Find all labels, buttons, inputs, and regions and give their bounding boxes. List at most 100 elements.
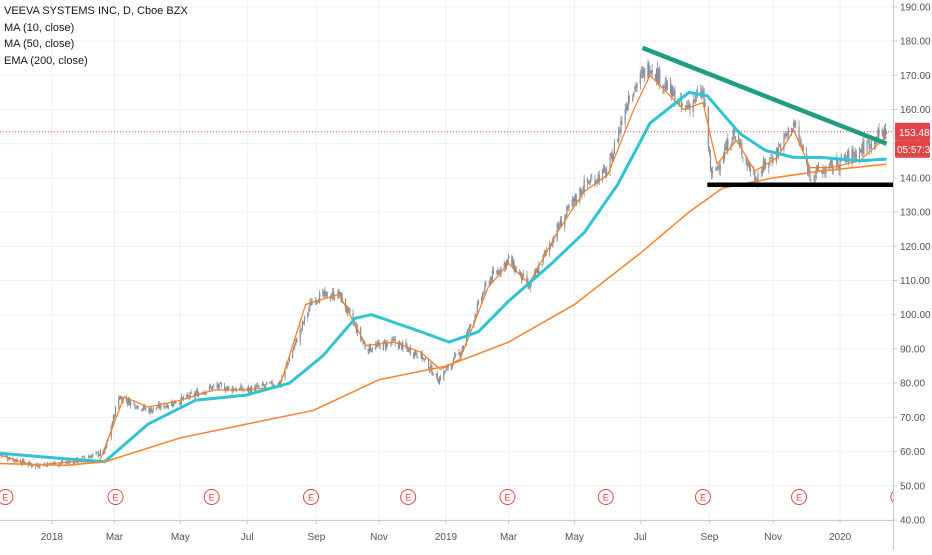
earnings-marker[interactable]: E xyxy=(400,489,417,505)
candle-body xyxy=(344,298,347,310)
candle-body xyxy=(349,308,351,313)
candle-body xyxy=(422,357,424,360)
candle-body xyxy=(491,271,493,282)
candle-body xyxy=(133,402,135,404)
candle-body xyxy=(228,386,230,388)
candle-body xyxy=(482,293,484,299)
candle-body xyxy=(369,344,371,352)
candle-body xyxy=(674,90,676,106)
candle-body xyxy=(352,312,354,323)
earnings-marker[interactable]: E xyxy=(499,489,516,505)
candle-body xyxy=(91,455,93,459)
x-tick-label: 2018 xyxy=(41,532,64,543)
candle-body xyxy=(371,349,374,351)
candle-body xyxy=(420,351,422,359)
time-scale[interactable] xyxy=(0,520,893,550)
candle-body xyxy=(496,272,498,274)
candle-body xyxy=(710,167,713,174)
candle-body xyxy=(455,354,457,357)
candle-body xyxy=(775,148,777,162)
candle-body xyxy=(854,151,856,158)
earnings-marker[interactable]: E xyxy=(597,489,614,505)
candle-body xyxy=(212,385,214,390)
candle-body xyxy=(618,130,620,142)
candle-body xyxy=(567,206,569,209)
candle-body xyxy=(866,142,868,152)
legend-ema200[interactable]: EMA (200, close) xyxy=(4,54,88,67)
candle-body xyxy=(591,178,593,180)
candle-body xyxy=(829,161,831,165)
earnings-marker[interactable]: E xyxy=(302,489,319,505)
candle-body xyxy=(330,296,333,298)
candle-body xyxy=(287,363,289,365)
candle-body xyxy=(164,406,166,408)
candle-body xyxy=(421,351,423,360)
candle-body xyxy=(867,141,869,143)
x-tick-label: Jul xyxy=(241,532,254,543)
candle-body xyxy=(612,153,614,162)
candle-body xyxy=(877,130,879,141)
legend-ma50[interactable]: MA (50, close) xyxy=(4,38,75,50)
countdown-badge-label: 05:57:33 xyxy=(897,145,932,156)
candle-body xyxy=(432,374,434,376)
candle-body xyxy=(148,408,150,413)
candle-body xyxy=(672,86,674,97)
candle-body xyxy=(469,324,471,332)
ma50-line[interactable] xyxy=(0,90,887,464)
candle-body xyxy=(111,422,113,427)
candle-body xyxy=(92,453,94,456)
candle-body xyxy=(655,69,658,82)
candle-body xyxy=(424,357,427,360)
candle-body xyxy=(572,198,574,202)
price-scale[interactable] xyxy=(893,0,932,550)
x-tick-label: Mar xyxy=(106,532,124,543)
candle-body xyxy=(446,366,448,369)
candle-body xyxy=(465,334,468,346)
candle-body xyxy=(262,383,265,386)
candle-body xyxy=(218,383,220,389)
candle-body xyxy=(405,342,407,347)
candle-body xyxy=(9,458,11,460)
candle-body xyxy=(619,129,621,132)
candle-body xyxy=(58,463,60,465)
earnings-marker[interactable]: E xyxy=(203,489,220,505)
candle-body xyxy=(104,448,106,454)
candle-body xyxy=(333,291,335,300)
candle-body xyxy=(582,191,584,193)
candle-body xyxy=(135,408,137,409)
countdown-badge xyxy=(895,140,930,158)
candle-body xyxy=(783,134,785,150)
candle-body xyxy=(725,147,727,150)
candle-body xyxy=(173,401,175,407)
candle-body xyxy=(505,260,508,267)
earnings-marker[interactable]: E xyxy=(791,489,808,505)
candle-body xyxy=(393,339,395,341)
candle-body xyxy=(498,271,500,274)
candle-body xyxy=(436,373,438,381)
candle-body xyxy=(120,397,122,399)
candle-body xyxy=(504,262,506,269)
candle-body xyxy=(429,370,431,372)
candle-body xyxy=(732,128,734,140)
candle-body xyxy=(407,347,409,352)
candle-body xyxy=(308,308,310,313)
earnings-marker[interactable]: E xyxy=(107,489,124,505)
legend-title[interactable]: VEEVA SYSTEMS INC, D, Cboe BZX xyxy=(4,5,188,17)
candle-body xyxy=(828,164,830,170)
y-tick-label: 90.00 xyxy=(900,344,925,355)
candle-body xyxy=(853,155,855,157)
legend-ma10[interactable]: MA (10, close) xyxy=(4,21,75,34)
candle-body xyxy=(130,401,132,406)
candle-body xyxy=(780,144,782,151)
candle-body xyxy=(791,128,794,131)
earnings-icon: E xyxy=(405,493,411,503)
earnings-marker[interactable]: E xyxy=(0,489,14,505)
candle-body xyxy=(136,405,138,408)
ma10-line[interactable] xyxy=(0,74,887,466)
price-badge xyxy=(895,122,930,141)
resistance-trendline[interactable] xyxy=(641,45,888,146)
earnings-marker[interactable]: E xyxy=(694,489,711,505)
candle-body xyxy=(217,385,219,388)
